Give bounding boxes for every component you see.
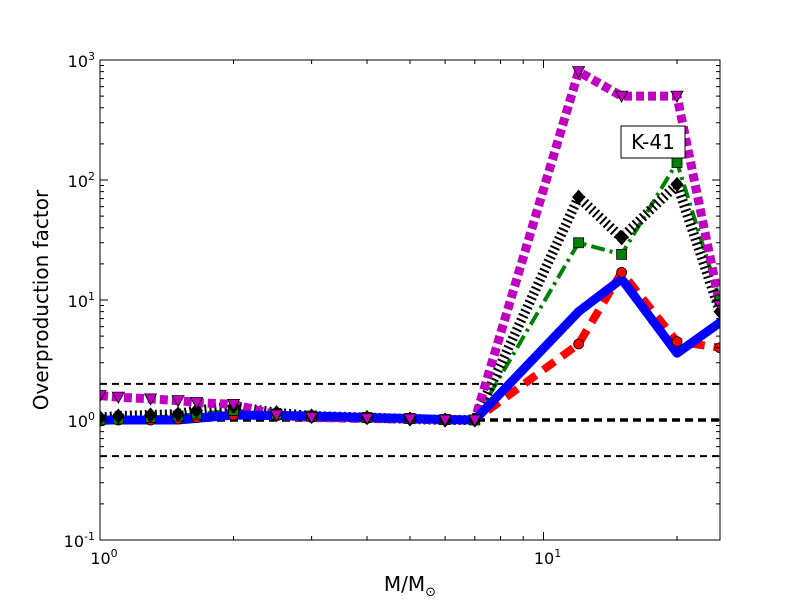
data-point-diamond: [144, 407, 158, 423]
data-point-diamond: [572, 189, 586, 205]
data-point-triangle: [304, 412, 319, 425]
reference-lines: [100, 382, 720, 458]
data-point-square: [573, 237, 585, 249]
data-point-triangle: [269, 409, 284, 422]
y-tick-label: 100: [68, 410, 95, 431]
data-point-diamond: [111, 408, 125, 424]
x-axis-label-sub: ⊙: [425, 585, 436, 600]
data-point-triangle: [571, 66, 586, 79]
series-markers: [100, 66, 720, 428]
data-point-triangle: [111, 391, 126, 404]
data-point-triangle: [171, 395, 185, 408]
data-point-triangle: [189, 397, 204, 410]
x-axis-label-main: M/M: [384, 572, 425, 596]
series-lines: [100, 67, 720, 426]
x-tick-label: 100: [90, 547, 117, 568]
x-tick-label: 101: [534, 547, 561, 568]
axis-ticks: [99, 59, 720, 541]
series-line: [100, 274, 720, 425]
data-point-triangle: [468, 414, 482, 427]
data-point-triangle: [403, 413, 417, 426]
data-point-triangle: [143, 393, 158, 406]
data-point-diamond: [171, 406, 185, 422]
annotation-label: K-41: [631, 130, 675, 154]
annotation-box: K-41: [620, 125, 686, 159]
data-point-diamond: [100, 409, 107, 426]
data-point-triangle: [360, 413, 374, 426]
data-point-diamond: [615, 230, 629, 246]
data-point-diamond: [670, 176, 684, 192]
y-tick-label: 101: [68, 290, 95, 311]
plot-background: [100, 60, 720, 540]
data-point-square: [671, 157, 683, 168]
data-point-circle: [616, 266, 628, 278]
data-point-triangle: [670, 90, 684, 103]
data-point-square: [616, 248, 628, 260]
y-tick-label: 10-1: [64, 530, 95, 551]
y-tick-label: 102: [68, 170, 95, 191]
data-point-circle: [573, 338, 585, 350]
data-point-circle: [671, 336, 683, 348]
data-point-triangle: [100, 390, 107, 403]
y-tick-label: 103: [68, 50, 95, 71]
data-point-triangle: [438, 414, 452, 427]
y-axis-label: Overproduction factor: [29, 189, 53, 410]
data-point-triangle: [226, 398, 241, 412]
data-point-diamond: [189, 402, 203, 419]
data-point-triangle: [614, 90, 629, 103]
x-axis-label: M/M⊙: [384, 572, 436, 600]
